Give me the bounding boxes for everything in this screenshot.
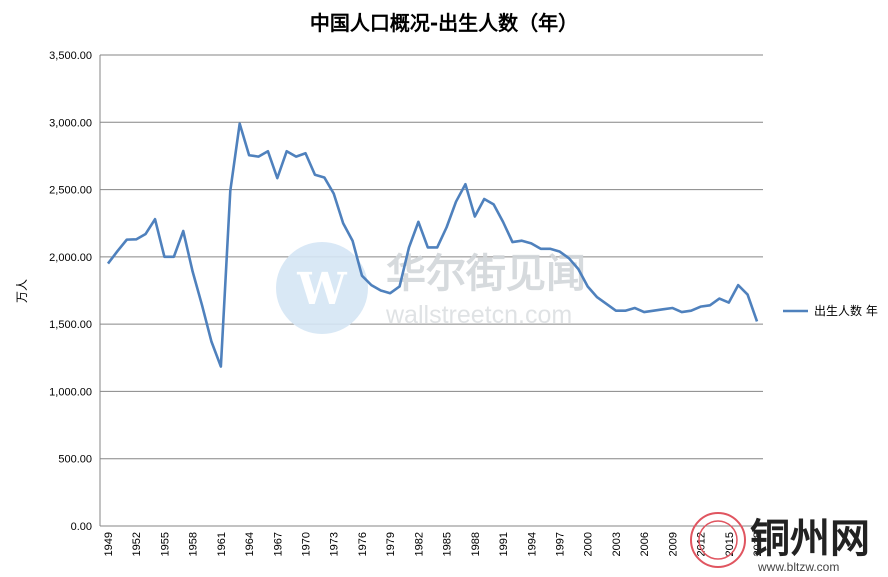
x-tick-label: 1949 [103,532,115,556]
chart-title: 中国人口概况-出生人数（年） [310,11,578,35]
series-line-1 [106,122,759,368]
x-tick-labels: 1949 1952 1955 1958 1961 1964 1967 1970 1973 1976… [103,532,764,556]
x-tick-label: 2018 [752,532,764,556]
corner-logo: 铜州网 www.bltzw.com [690,512,870,574]
x-tick-label: 2006 [639,532,651,556]
x-tick-label: 1985 [442,532,454,556]
series-group [106,122,759,368]
watermark-logo-letter: W [296,264,347,315]
y-tick-labels: 0.00 500.00 1,000.00 1,500.00 2,000.00 2,500.… [49,50,92,533]
y-tick-label: 3,000.00 [49,117,92,129]
x-tick-label: 2015 [724,532,736,556]
y-tick-label: 1,500.00 [49,319,92,331]
x-tick-label: 1988 [470,532,482,556]
y-axis-label: 万人 [15,279,29,303]
corner-seal-icon [690,512,746,568]
corner-logo-url: www.bltzw.com [757,560,839,574]
watermark: W 华尔街见闻 wallstreetcn.com [276,242,586,334]
x-tick-label: 1955 [159,532,171,556]
watermark-text-en: wallstreetcn.com [385,301,572,329]
corner-logo-text: 铜州网 [750,515,870,562]
x-tick-label: 1952 [131,532,143,556]
x-tick-label: 2003 [611,532,623,556]
x-tick-label: 1994 [526,532,538,556]
x-tick-label: 2009 [667,532,679,556]
x-tick-label: 1979 [385,532,397,556]
x-tick-label: 1973 [329,532,341,556]
y-tick-label: 3,500.00 [49,50,92,62]
watermark-logo-icon [276,242,368,334]
x-tick-label: 1997 [554,532,566,556]
legend-label-series-1: 出生人数 年 [814,303,878,318]
corner-seal-inner-ring [698,520,738,560]
x-tick-label: 1964 [244,532,256,556]
x-tick-label: 2012 [696,532,708,556]
x-tick-label: 1991 [498,532,510,556]
x-tick-label: 1976 [357,532,369,556]
x-tick-label: 1982 [413,532,425,556]
x-tick-label: 2000 [583,532,595,556]
x-tick-label: 1961 [216,532,228,556]
y-tick-label: 2,000.00 [49,252,92,264]
y-gridlines [99,54,763,527]
x-tick-label: 1970 [301,532,313,556]
x-tick-label: 1958 [188,532,200,556]
y-tick-label: 2,500.00 [49,185,92,197]
y-tick-label: 500.00 [58,454,92,466]
x-tick-label: 1967 [272,532,284,556]
watermark-text-cn: 华尔街见闻 [386,250,586,297]
legend: 出生人数 年 [783,303,878,318]
y-tick-label: 0.00 [71,521,92,533]
y-tick-label: 1,000.00 [49,386,92,398]
